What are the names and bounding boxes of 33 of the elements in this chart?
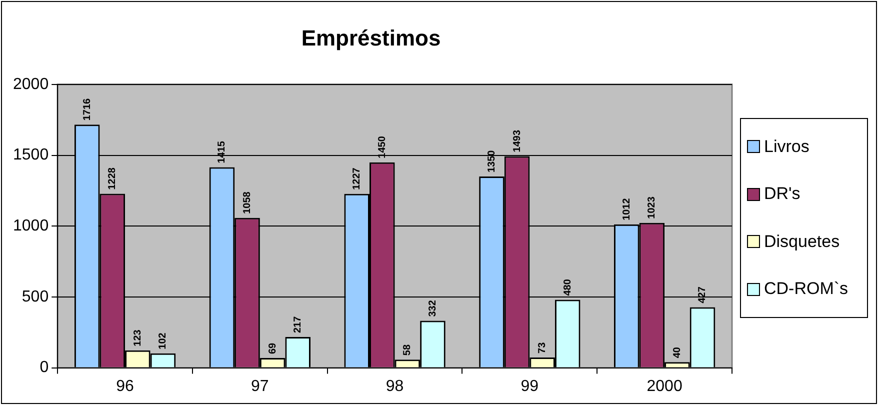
legend-label: DR's xyxy=(764,184,800,204)
y-tick-label: 1000 xyxy=(13,218,49,235)
data-label: 1227 xyxy=(352,167,363,190)
legend-label: CD-ROM`s xyxy=(764,279,848,300)
legend-label: Disquetes xyxy=(764,232,840,252)
data-label: 40 xyxy=(672,346,683,358)
x-tick-label: 98 xyxy=(386,378,404,395)
data-label: 1058 xyxy=(242,191,254,214)
y-tick-label: 1500 xyxy=(13,146,49,164)
data-label: 1415 xyxy=(216,140,228,164)
data-label: 1350 xyxy=(486,150,498,173)
data-label: 58 xyxy=(402,344,414,356)
data-label: 1493 xyxy=(512,130,523,152)
data-label: 332 xyxy=(427,300,438,317)
data-label: 1716 xyxy=(82,98,93,121)
y-tick-label: 0 xyxy=(40,359,49,376)
data-label: 69 xyxy=(267,342,278,354)
data-label: 1228 xyxy=(107,167,118,190)
data-label: 480 xyxy=(562,278,574,296)
data-label: 123 xyxy=(132,329,144,346)
x-tick-label: 99 xyxy=(520,378,539,395)
legend-label: Livros xyxy=(764,136,810,157)
chart-title: Empréstimos xyxy=(301,25,441,50)
data-label: 217 xyxy=(292,316,304,334)
y-tick-label: 500 xyxy=(22,288,49,306)
y-tick-label: 2000 xyxy=(13,76,49,93)
data-label: 102 xyxy=(158,332,169,350)
x-tick-label: 2000 xyxy=(646,378,682,395)
data-label: 73 xyxy=(537,342,548,354)
data-label: 1012 xyxy=(621,198,632,220)
x-tick-label: 96 xyxy=(116,378,134,395)
x-tick-label: 97 xyxy=(251,378,269,395)
data-label: 1023 xyxy=(646,196,658,219)
